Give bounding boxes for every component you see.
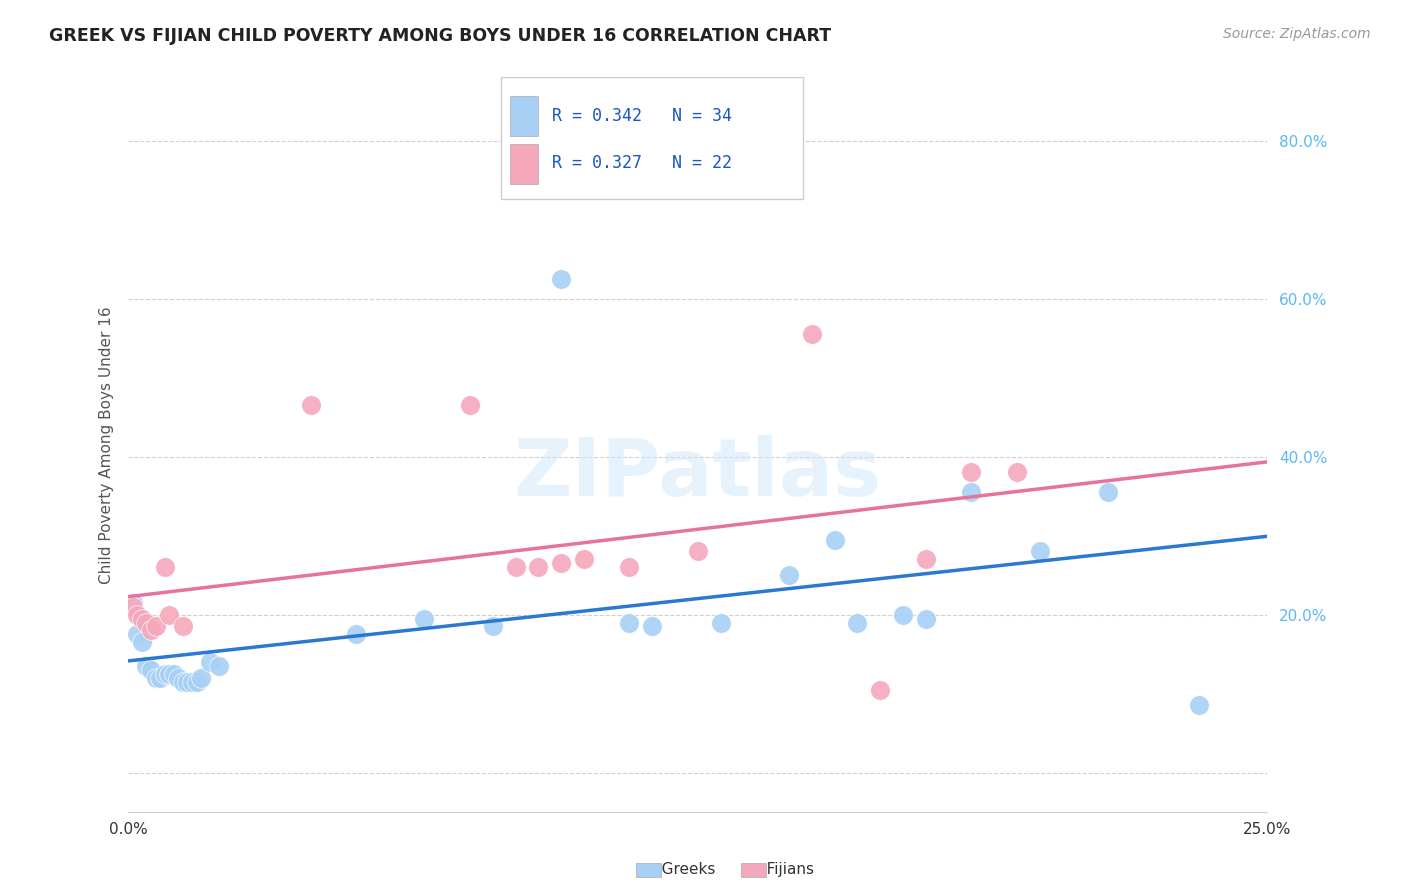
Point xyxy=(208,659,231,673)
FancyBboxPatch shape xyxy=(501,78,803,199)
Point xyxy=(149,671,172,685)
Point xyxy=(135,615,157,630)
Text: Greeks: Greeks xyxy=(647,863,716,877)
Point xyxy=(181,674,204,689)
Point xyxy=(550,272,572,286)
Point xyxy=(139,624,162,638)
Point xyxy=(163,666,186,681)
Point xyxy=(914,552,936,566)
Point xyxy=(572,552,595,566)
Point xyxy=(891,607,914,622)
Point xyxy=(413,611,436,625)
Point xyxy=(121,599,143,614)
Point xyxy=(157,666,180,681)
Point xyxy=(846,615,869,630)
Point xyxy=(619,615,641,630)
Point xyxy=(186,674,208,689)
Point xyxy=(153,560,176,574)
Point xyxy=(172,619,194,633)
Point xyxy=(824,533,846,547)
Point xyxy=(1028,544,1050,558)
Point xyxy=(145,671,167,685)
Point xyxy=(344,627,367,641)
Point xyxy=(778,568,800,582)
Point xyxy=(190,671,212,685)
Point xyxy=(505,560,527,574)
Text: ZIPatlas: ZIPatlas xyxy=(513,435,882,513)
Point xyxy=(550,556,572,570)
Point xyxy=(157,607,180,622)
Point xyxy=(176,674,198,689)
Point xyxy=(1097,485,1119,500)
Point xyxy=(131,611,153,625)
Text: R = 0.342   N = 34: R = 0.342 N = 34 xyxy=(553,107,733,125)
Y-axis label: Child Poverty Among Boys Under 16: Child Poverty Among Boys Under 16 xyxy=(100,306,114,583)
FancyBboxPatch shape xyxy=(510,95,538,136)
Point xyxy=(135,659,157,673)
Point xyxy=(619,560,641,574)
Point xyxy=(200,655,222,669)
Point xyxy=(127,627,149,641)
Point xyxy=(299,398,322,412)
Point xyxy=(131,635,153,649)
Point xyxy=(869,682,891,697)
Text: Fijians: Fijians xyxy=(752,863,814,877)
FancyBboxPatch shape xyxy=(510,144,538,184)
Point xyxy=(960,485,983,500)
Text: GREEK VS FIJIAN CHILD POVERTY AMONG BOYS UNDER 16 CORRELATION CHART: GREEK VS FIJIAN CHILD POVERTY AMONG BOYS… xyxy=(49,27,831,45)
Point xyxy=(1005,466,1028,480)
Point xyxy=(153,666,176,681)
Point xyxy=(139,663,162,677)
Point xyxy=(172,674,194,689)
Point xyxy=(121,596,143,610)
Point xyxy=(914,611,936,625)
Point xyxy=(686,544,709,558)
Point xyxy=(641,619,664,633)
Point xyxy=(1188,698,1211,713)
Point xyxy=(800,327,823,342)
Point xyxy=(458,398,481,412)
Text: R = 0.327   N = 22: R = 0.327 N = 22 xyxy=(553,154,733,172)
Point xyxy=(710,615,733,630)
Point xyxy=(960,466,983,480)
Point xyxy=(527,560,550,574)
Point xyxy=(145,619,167,633)
Point xyxy=(127,607,149,622)
Text: Source: ZipAtlas.com: Source: ZipAtlas.com xyxy=(1223,27,1371,41)
Point xyxy=(481,619,503,633)
Point xyxy=(167,671,190,685)
